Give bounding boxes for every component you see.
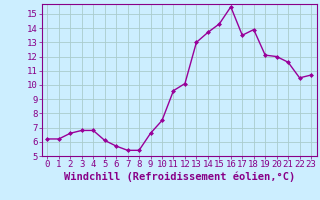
X-axis label: Windchill (Refroidissement éolien,°C): Windchill (Refroidissement éolien,°C): [64, 172, 295, 182]
